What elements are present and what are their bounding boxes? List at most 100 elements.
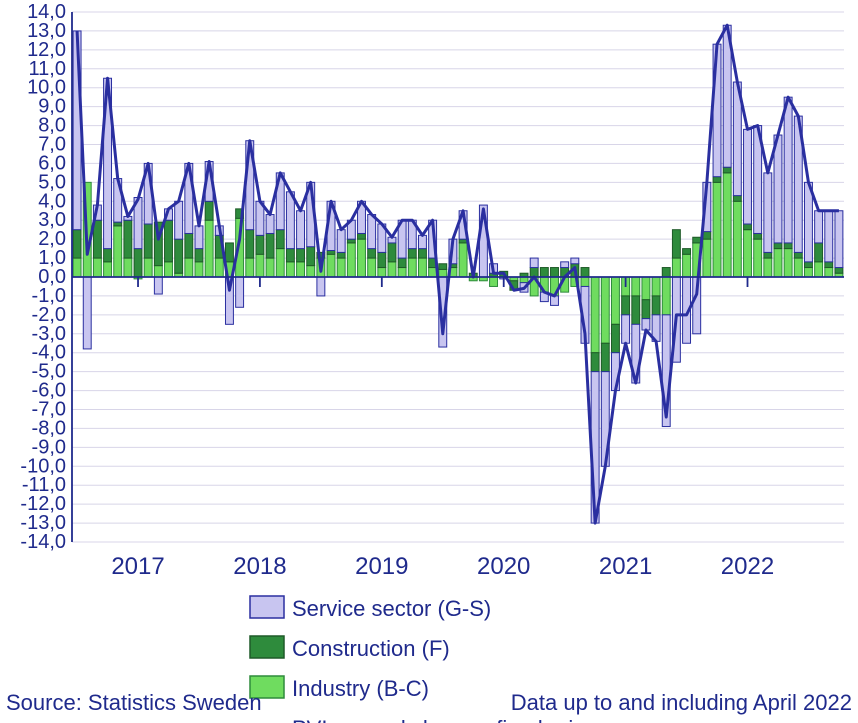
bar-industry <box>611 277 619 324</box>
bar-construction <box>744 224 752 230</box>
bar-construction <box>175 239 183 273</box>
bar-industry <box>327 254 335 277</box>
bar-service <box>286 192 294 249</box>
bar-industry <box>418 258 426 277</box>
bar-construction <box>551 268 559 277</box>
bar-service <box>642 319 650 330</box>
bar-industry <box>703 239 711 277</box>
bar-industry <box>256 254 264 277</box>
bar-construction <box>205 201 213 220</box>
bar-construction <box>774 243 782 249</box>
bar-construction <box>662 268 670 277</box>
bar-industry <box>490 277 498 286</box>
legend-swatch-construction <box>250 636 284 658</box>
bar-construction <box>165 220 173 262</box>
bar-industry <box>632 277 640 296</box>
bar-construction <box>378 252 386 267</box>
bar-service <box>764 173 772 253</box>
bar-industry <box>754 239 762 277</box>
bar-construction <box>632 296 640 324</box>
bar-construction <box>256 235 264 254</box>
bar-service <box>337 230 345 253</box>
bar-industry <box>297 262 305 277</box>
bar-industry <box>815 262 823 277</box>
bar-construction <box>784 243 792 249</box>
bar-construction <box>601 343 609 371</box>
pvi-chart: 14,013,012,011,010,09,08,07,06,05,04,03,… <box>0 0 858 723</box>
bar-service <box>571 258 579 264</box>
bar-construction <box>703 232 711 240</box>
bar-industry <box>195 262 203 277</box>
bar-industry <box>104 262 112 277</box>
bar-service <box>744 129 752 224</box>
bar-construction <box>327 251 335 255</box>
legend-label: Construction (F) <box>292 636 450 661</box>
bar-construction <box>144 224 152 258</box>
bar-construction <box>246 230 254 258</box>
bar-service <box>236 277 244 307</box>
bar-industry <box>652 277 660 296</box>
x-tick-label: 2018 <box>233 553 286 580</box>
bar-construction <box>307 247 315 266</box>
bar-construction <box>825 262 833 268</box>
bar-construction <box>368 249 376 258</box>
bar-industry <box>286 262 294 277</box>
bar-industry <box>307 266 315 277</box>
footer-source: Source: Statistics Sweden <box>6 690 262 715</box>
bar-construction <box>622 296 630 315</box>
bar-construction <box>754 233 762 239</box>
bar-service <box>784 97 792 243</box>
bar-service <box>83 277 91 349</box>
bar-service <box>297 211 305 249</box>
bar-construction <box>337 252 345 258</box>
bar-construction <box>672 230 680 258</box>
bar-service <box>835 211 843 268</box>
bar-construction <box>611 324 619 352</box>
bar-construction <box>185 233 193 258</box>
bar-industry <box>408 258 416 277</box>
bar-industry <box>124 258 132 277</box>
bar-service <box>266 215 274 234</box>
x-tick-label: 2022 <box>721 553 774 580</box>
bar-industry <box>439 269 447 277</box>
bar-construction <box>713 177 721 183</box>
bar-service <box>561 262 569 268</box>
bar-industry <box>144 258 152 277</box>
legend-label: PVI, annual change, fixed prices <box>292 716 608 723</box>
bar-construction <box>398 258 406 267</box>
bar-industry <box>378 268 386 277</box>
bar-construction <box>764 252 772 258</box>
bar-service <box>774 135 782 243</box>
bar-service <box>317 277 325 296</box>
bar-industry <box>794 258 802 277</box>
bar-service <box>622 315 630 343</box>
chart-container: { "colors": { "axis": "#1f2a8c", "grid":… <box>0 0 858 723</box>
bar-service <box>825 211 833 262</box>
bar-industry <box>337 258 345 277</box>
x-tick-label: 2019 <box>355 553 408 580</box>
bar-construction <box>358 233 366 239</box>
bar-industry <box>246 258 254 277</box>
bar-industry <box>429 268 437 277</box>
bar-industry <box>93 258 101 277</box>
bar-construction <box>439 264 447 270</box>
bar-construction <box>581 268 589 277</box>
bar-industry <box>368 258 376 277</box>
bar-construction <box>794 252 802 258</box>
bar-industry <box>723 173 731 277</box>
bar-industry <box>185 258 193 277</box>
bar-industry <box>591 277 599 353</box>
bar-construction <box>104 249 112 262</box>
x-tick-label: 2021 <box>599 553 652 580</box>
bar-industry <box>347 243 355 277</box>
bar-industry <box>642 277 650 300</box>
bar-industry <box>114 226 122 277</box>
bar-construction <box>591 353 599 372</box>
bar-construction <box>418 249 426 258</box>
bar-construction <box>459 239 467 243</box>
bar-industry <box>733 201 741 277</box>
bar-construction <box>540 268 548 277</box>
bar-industry <box>215 258 223 277</box>
bar-construction <box>114 222 122 226</box>
bar-industry <box>672 258 680 277</box>
